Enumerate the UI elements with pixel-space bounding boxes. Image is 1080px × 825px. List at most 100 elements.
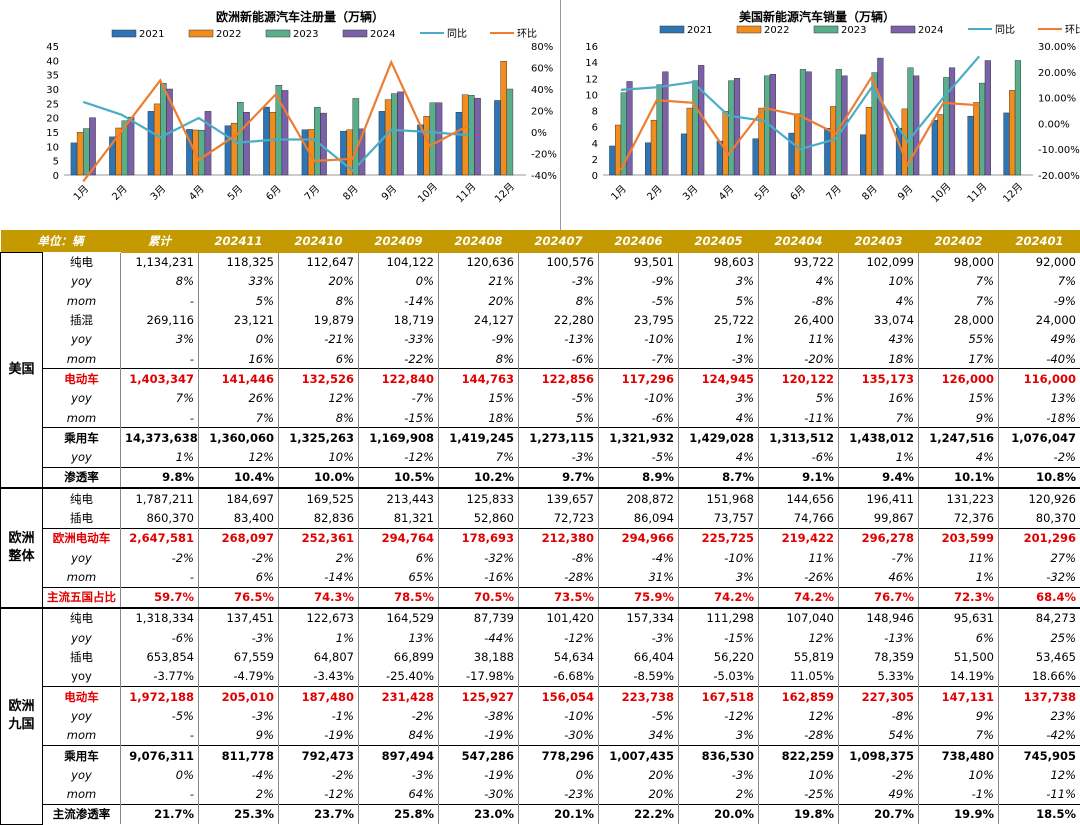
table-cell: 18,719: [359, 310, 439, 329]
table-cell: -16%: [439, 567, 519, 587]
table-row: yoy-3.77%-4.79%-3.43%-25.40%-17.98%-6.68…: [1, 667, 1080, 687]
table-cell: 11%: [919, 548, 999, 567]
x-tick-label: 3月: [680, 183, 700, 203]
table-cell: -4.79%: [199, 667, 279, 687]
table-cell: -26%: [759, 567, 839, 587]
x-tick-label: 7月: [302, 183, 322, 203]
table-cell: 111,298: [679, 608, 759, 628]
bar: [397, 92, 403, 175]
table-cell: -3%: [679, 349, 759, 369]
y2-tick-label: 80%: [531, 42, 553, 53]
bar: [698, 65, 704, 175]
row-label: mom: [43, 567, 121, 587]
table-cell: 76.7%: [839, 587, 919, 608]
row-label: yoy: [43, 667, 121, 687]
table-cell: 294,966: [599, 528, 679, 548]
table-cell: -8%: [839, 706, 919, 725]
column-header: 202407: [519, 230, 599, 253]
bar: [627, 81, 633, 175]
table-cell: 56,220: [679, 647, 759, 666]
bar: [932, 120, 938, 175]
table-cell: 201,296: [999, 528, 1080, 548]
bar: [615, 125, 621, 175]
table-cell: 20%: [599, 785, 679, 805]
table-cell: 178,693: [439, 528, 519, 548]
row-label: yoy: [43, 389, 121, 408]
x-tick-label: 11月: [454, 181, 479, 206]
x-tick-label: 12月: [492, 181, 517, 206]
table-cell: -5%: [121, 706, 199, 725]
y-tick-label: 30: [46, 85, 59, 96]
table-cell: 93,722: [759, 253, 839, 272]
table-cell: 20.7%: [839, 804, 919, 824]
table-cell: 98,603: [679, 253, 759, 272]
table-cell: 21%: [439, 272, 519, 291]
table-cell: -15%: [679, 628, 759, 647]
table-cell: 54,634: [519, 647, 599, 666]
table-cell: -18%: [999, 408, 1080, 428]
table-cell: 74,766: [759, 508, 839, 528]
bar: [860, 135, 866, 175]
table-cell: 20.0%: [679, 804, 759, 824]
table-cell: 78.5%: [359, 587, 439, 608]
table-cell: 18.5%: [999, 804, 1080, 824]
table-cell: -: [121, 291, 199, 310]
legend-label: 2022: [216, 29, 241, 40]
x-tick-label: 6月: [264, 183, 284, 203]
bar: [645, 143, 651, 175]
bar: [974, 102, 980, 175]
column-header: 202411: [199, 230, 279, 253]
table-cell: 59.7%: [121, 587, 199, 608]
table-cell: 120,926: [999, 488, 1080, 508]
table-cell: 196,411: [839, 488, 919, 508]
legend-swatch: [814, 26, 838, 33]
table-cell: -6%: [599, 408, 679, 428]
table-cell: -5%: [599, 706, 679, 725]
table-cell: 10%: [759, 765, 839, 784]
table-cell: -28%: [519, 567, 599, 587]
row-label: 电动车: [43, 687, 121, 707]
table-cell: 5%: [519, 408, 599, 428]
table-cell: 117,296: [599, 369, 679, 389]
bar: [806, 72, 812, 175]
table-cell: -4%: [599, 548, 679, 567]
table-cell: 87,739: [439, 608, 519, 628]
table-cell: 223,738: [599, 687, 679, 707]
row-label: mom: [43, 291, 121, 310]
table-cell: 52,860: [439, 508, 519, 528]
table-cell: 38,188: [439, 647, 519, 666]
table-cell: 836,530: [679, 745, 759, 765]
table-cell: 73.5%: [519, 587, 599, 608]
table-cell: 7%: [121, 389, 199, 408]
column-header: 202405: [679, 230, 759, 253]
table-cell: 653,854: [121, 647, 199, 666]
row-label: 插混: [43, 310, 121, 329]
bar: [474, 98, 480, 175]
bar: [938, 115, 944, 175]
y-tick-label: 4: [592, 139, 598, 150]
bar: [385, 100, 391, 175]
table-row: mom-7%8%-15%18%5%-6%4%-11%7%9%-18%: [1, 408, 1080, 428]
bar: [237, 102, 243, 175]
table-cell: 116,000: [999, 369, 1080, 389]
x-tick-label: 1月: [609, 183, 629, 203]
table-cell: 2%: [199, 785, 279, 805]
table-cell: 860,370: [121, 508, 199, 528]
table-cell: 1,098,375: [839, 745, 919, 765]
table-cell: 22.2%: [599, 804, 679, 824]
y-tick-label: 16: [585, 42, 598, 53]
legend-label: 环比: [1065, 24, 1080, 36]
table-cell: -15%: [359, 408, 439, 428]
table-cell: 23,121: [199, 310, 279, 329]
table-cell: -12%: [519, 628, 599, 647]
table-cell: 11.05%: [759, 667, 839, 687]
table-cell: 21.7%: [121, 804, 199, 824]
x-tick-label: 2月: [110, 183, 130, 203]
table-cell: 9.1%: [759, 467, 839, 488]
table-cell: -2%: [121, 548, 199, 567]
legend-label: 同比: [447, 28, 467, 40]
